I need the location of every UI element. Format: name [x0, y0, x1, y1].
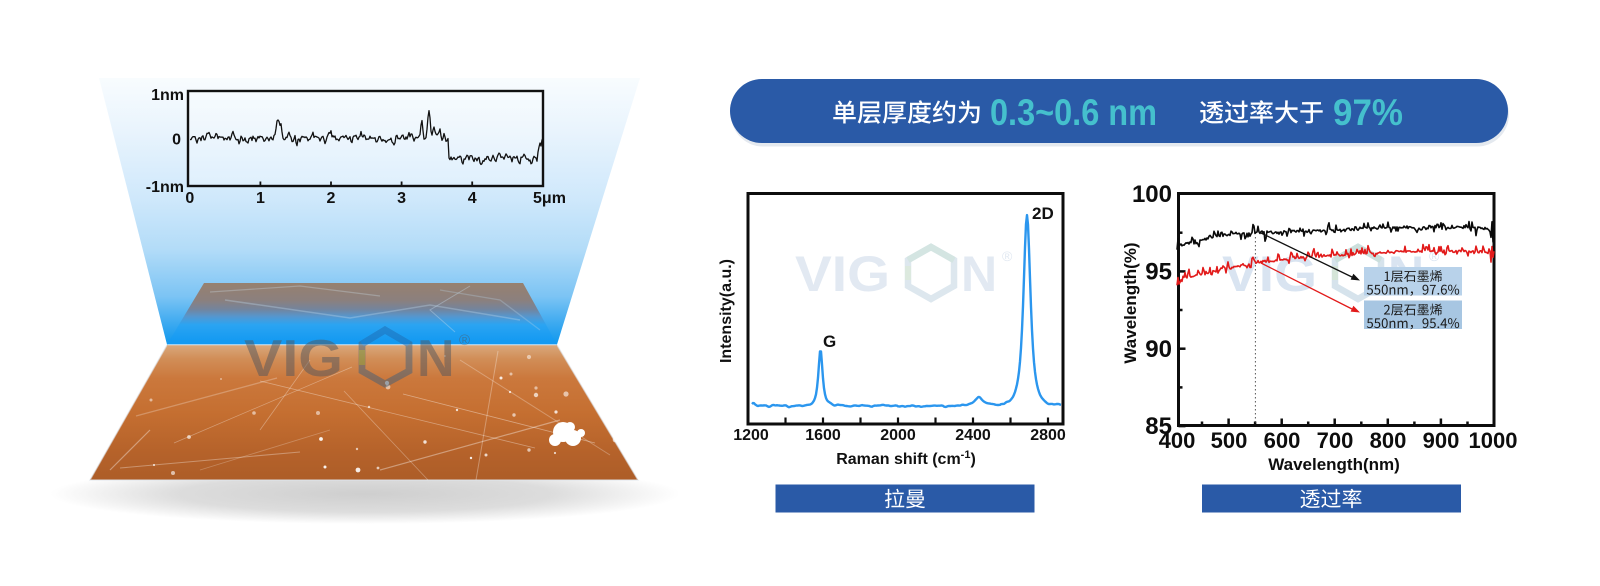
svg-text:3: 3: [397, 190, 406, 207]
svg-text:N: N: [417, 330, 455, 388]
svg-text:800: 800: [1370, 428, 1407, 453]
svg-text:2400: 2400: [955, 427, 991, 444]
svg-text:1nm: 1nm: [151, 87, 184, 104]
svg-text:0: 0: [172, 132, 181, 149]
svg-text:Wavelength(%): Wavelength(%): [1121, 242, 1140, 363]
svg-text:5μm: 5μm: [533, 190, 566, 207]
svg-text:400: 400: [1159, 428, 1196, 453]
svg-text:®: ®: [459, 332, 470, 349]
svg-text:600: 600: [1264, 428, 1301, 453]
svg-text:0.3~0.6 nm: 0.3~0.6 nm: [990, 92, 1157, 133]
svg-text:2000: 2000: [880, 427, 916, 444]
svg-text:500: 500: [1211, 428, 1248, 453]
svg-text:1600: 1600: [805, 427, 841, 444]
svg-text:1200: 1200: [733, 427, 769, 444]
svg-text:N: N: [961, 246, 997, 302]
svg-text:1000: 1000: [1469, 428, 1518, 453]
svg-text:2800: 2800: [1030, 427, 1066, 444]
svg-text:®: ®: [1002, 248, 1013, 264]
svg-text:Wavelength(nm): Wavelength(nm): [1268, 455, 1400, 474]
svg-text:4: 4: [468, 190, 477, 207]
svg-text:2D: 2D: [1032, 204, 1054, 223]
svg-text:Intensity(a.u.): Intensity(a.u.): [718, 259, 735, 363]
svg-text:G: G: [823, 332, 836, 351]
svg-text:700: 700: [1317, 428, 1354, 453]
svg-text:97%: 97%: [1333, 92, 1403, 133]
svg-text:VIG: VIG: [244, 330, 343, 388]
svg-text:900: 900: [1423, 428, 1460, 453]
svg-text:90: 90: [1145, 336, 1172, 363]
svg-text:Raman shift (cm-1): Raman shift (cm-1): [836, 449, 976, 468]
svg-text:VIG: VIG: [795, 246, 890, 302]
svg-text:-1nm: -1nm: [146, 179, 184, 196]
svg-text:®: ®: [1429, 248, 1440, 264]
svg-text:2: 2: [327, 190, 336, 207]
svg-text:1: 1: [256, 190, 265, 207]
svg-text:95: 95: [1145, 259, 1172, 286]
svg-text:VIG: VIG: [1222, 246, 1317, 302]
svg-text:0: 0: [185, 190, 194, 207]
svg-text:85: 85: [1145, 413, 1172, 440]
svg-text:100: 100: [1132, 181, 1172, 208]
